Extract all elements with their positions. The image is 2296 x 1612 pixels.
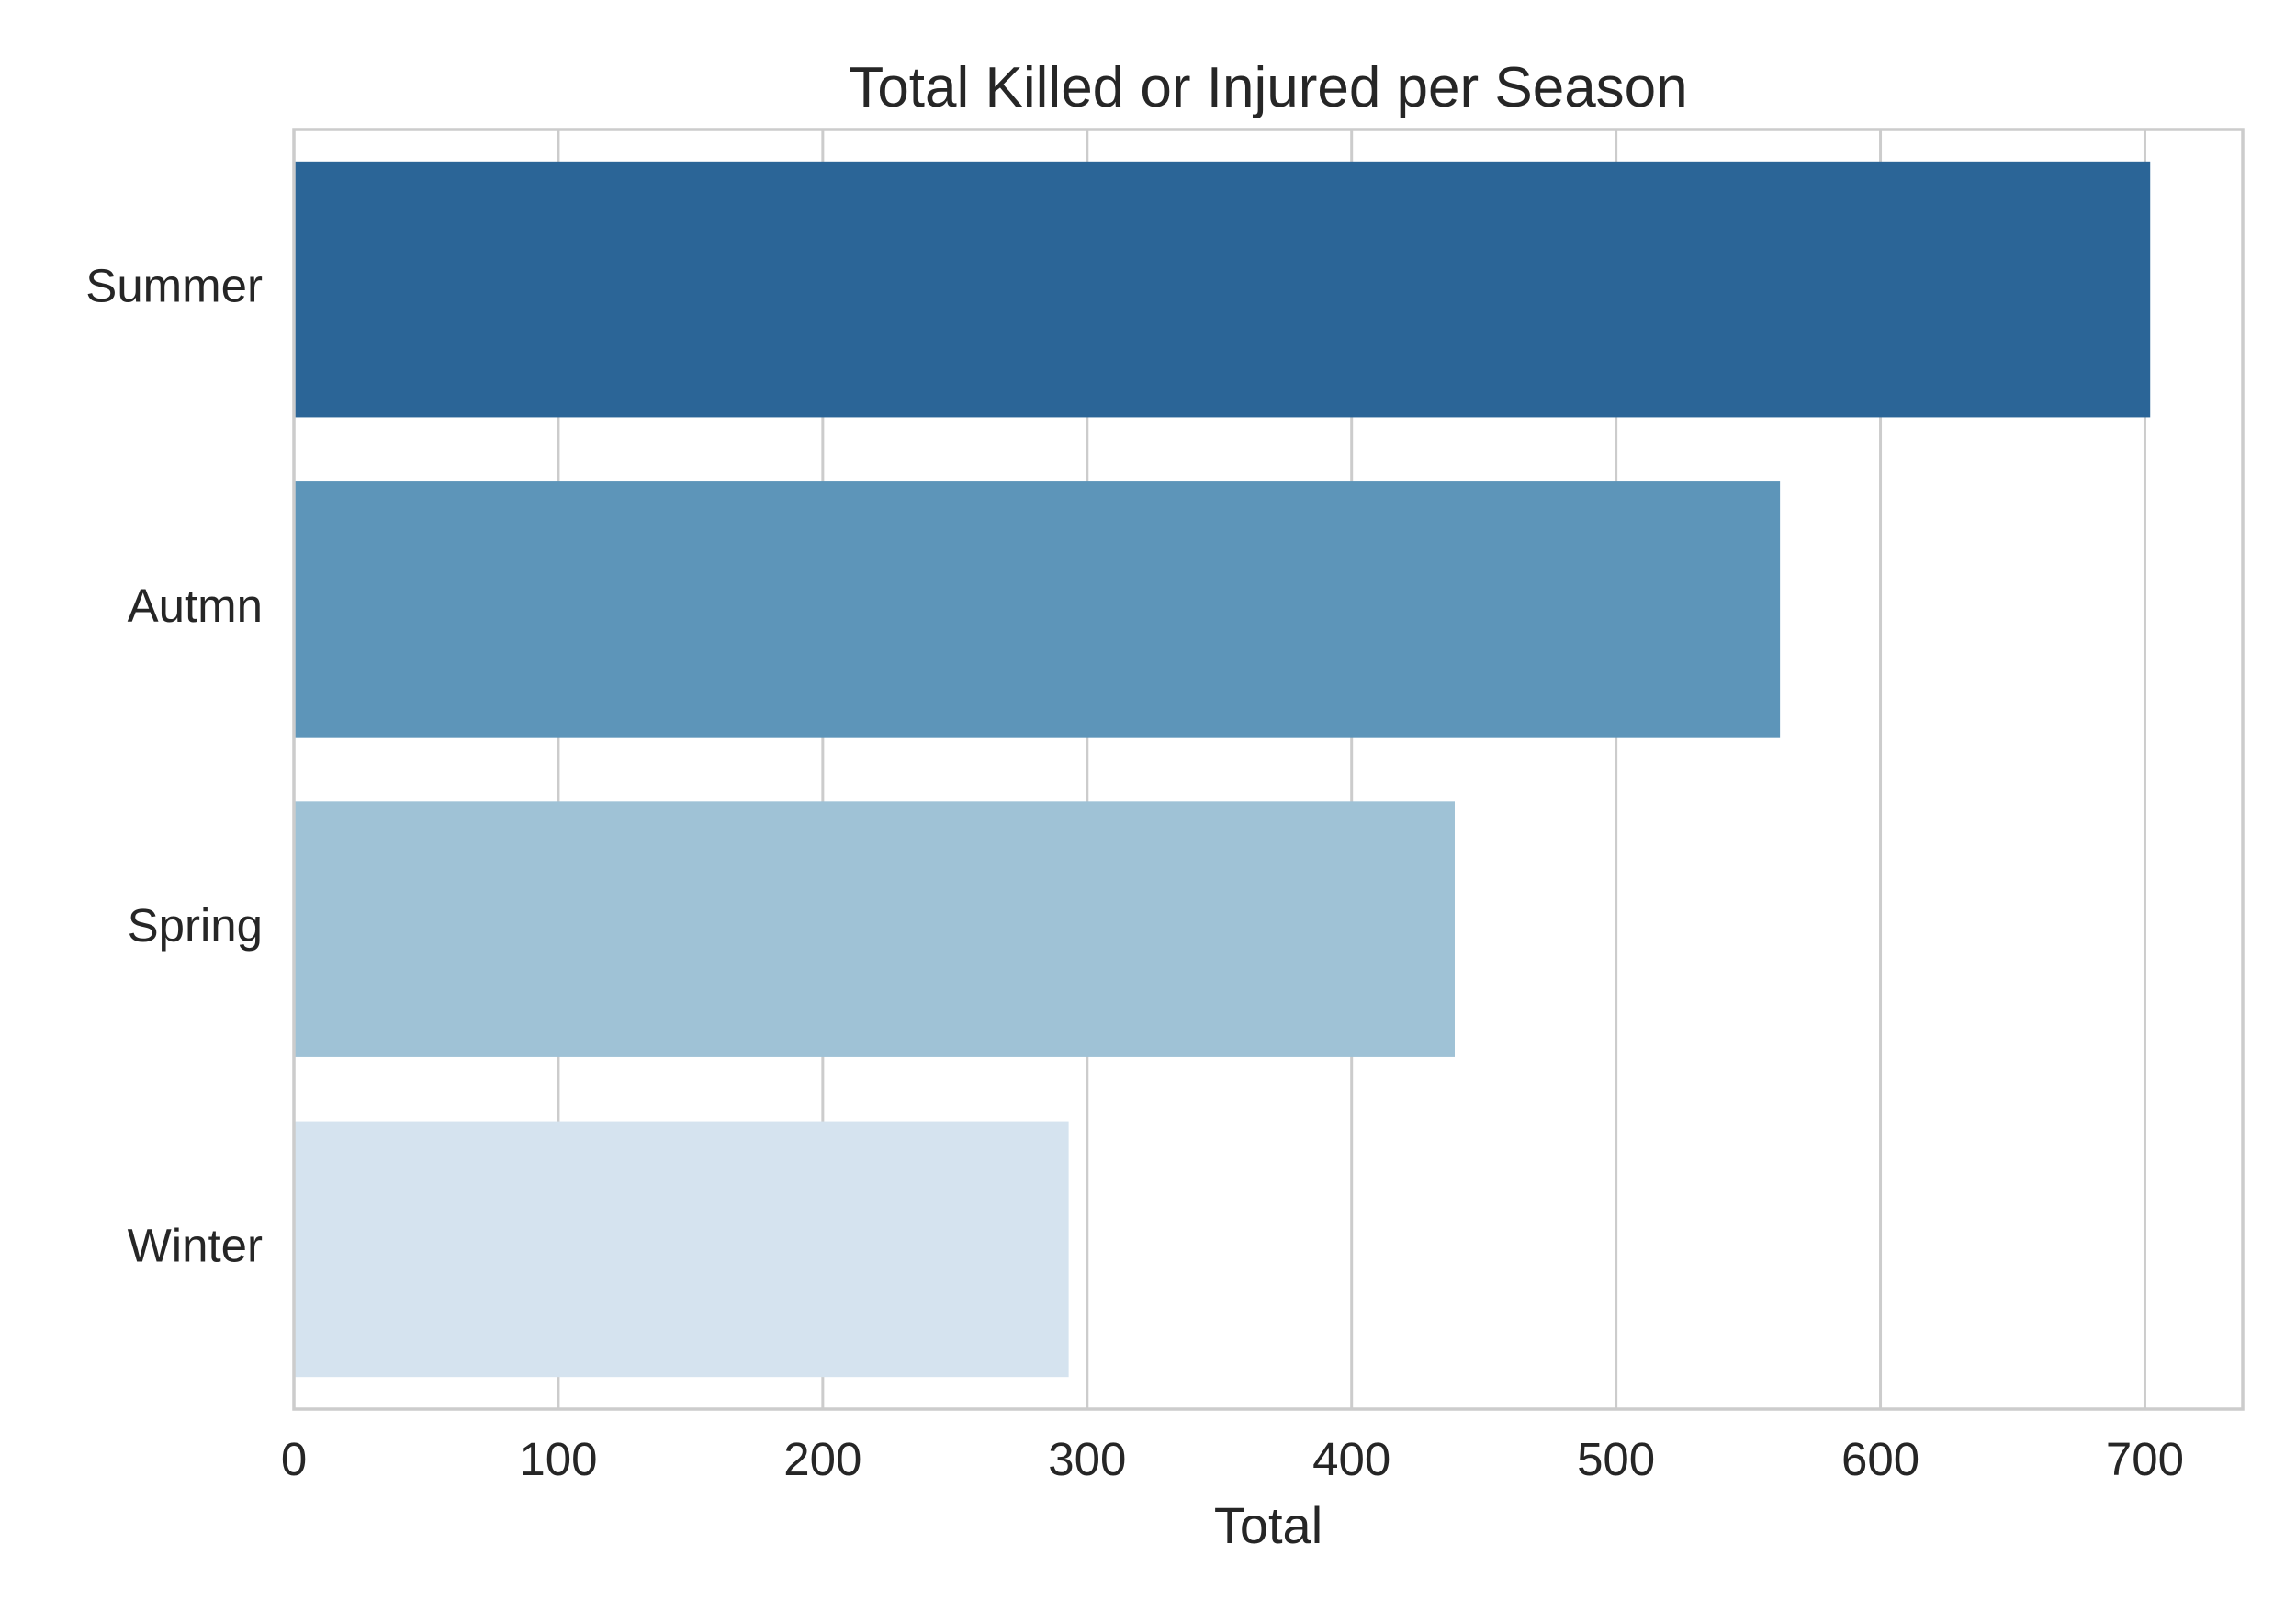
x-tick-label: 700 [2106,1433,2184,1485]
x-tick-label: 100 [519,1433,597,1485]
x-tick-label: 0 [281,1433,307,1485]
x-tick-labels: 0 100 200 300 400 500 600 700 [281,1433,2184,1485]
y-tick-label: Winter [128,1219,263,1271]
y-tick-label: Summer [85,260,263,312]
bars [294,161,2151,1378]
axes-frame [292,128,2245,1411]
bar-spring [294,801,1455,1057]
bar-autmn [294,481,1781,738]
y-tick-labels: Summer Autmn Spring Winter [85,260,263,1272]
x-axis-label: Total [1214,1496,1322,1554]
x-tick-label: 200 [783,1433,861,1485]
x-tick-label: 500 [1577,1433,1655,1485]
x-tick-label: 400 [1312,1433,1390,1485]
x-tick-label: 300 [1048,1433,1126,1485]
bar-summer [294,161,2151,418]
y-tick-label: Autmn [128,580,263,632]
chart-title: Total Killed or Injured per Season [849,56,1687,119]
x-tick-label: 600 [1841,1433,1919,1485]
y-tick-label: Spring [128,899,263,952]
bar-winter [294,1121,1069,1378]
